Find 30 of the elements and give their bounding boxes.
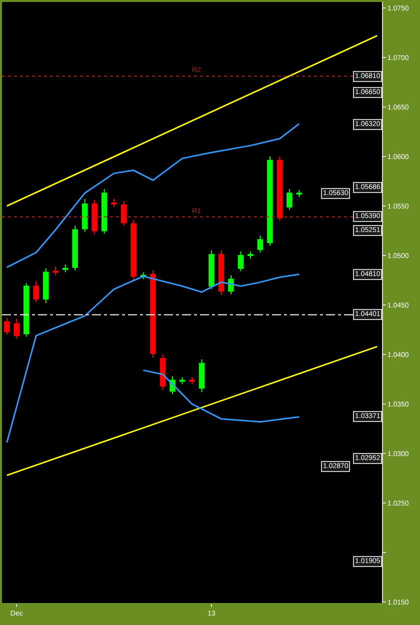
candlestick: [189, 376, 195, 385]
line-series: [6, 123, 300, 268]
candlestick: [52, 266, 58, 276]
candlestick: [42, 268, 49, 304]
candlestick: [248, 251, 254, 259]
candlestick: [198, 358, 205, 393]
candlestick: [267, 156, 273, 246]
line-series: [142, 370, 300, 423]
candlestick: [111, 198, 117, 208]
candlestick: [62, 264, 68, 273]
candlestick: [130, 219, 136, 281]
line-series: [6, 274, 300, 444]
candlestick: [218, 250, 224, 296]
candlestick: [179, 376, 186, 385]
candlestick: [4, 317, 10, 336]
candlestick: [33, 280, 39, 302]
candlestick: [72, 225, 78, 271]
candlestick: [23, 282, 30, 338]
candlestick: [150, 270, 156, 358]
candlestick: [208, 250, 214, 290]
candlestick: [286, 188, 292, 210]
candlestick: [238, 251, 244, 272]
candlestick: [82, 198, 88, 232]
candlestick: [296, 190, 302, 198]
candlestick: [92, 200, 98, 236]
candlestick: [276, 156, 283, 222]
candlestick: [14, 318, 20, 340]
candlestick: [257, 235, 264, 253]
candlestick: [120, 200, 127, 226]
candlestick: [101, 188, 108, 234]
